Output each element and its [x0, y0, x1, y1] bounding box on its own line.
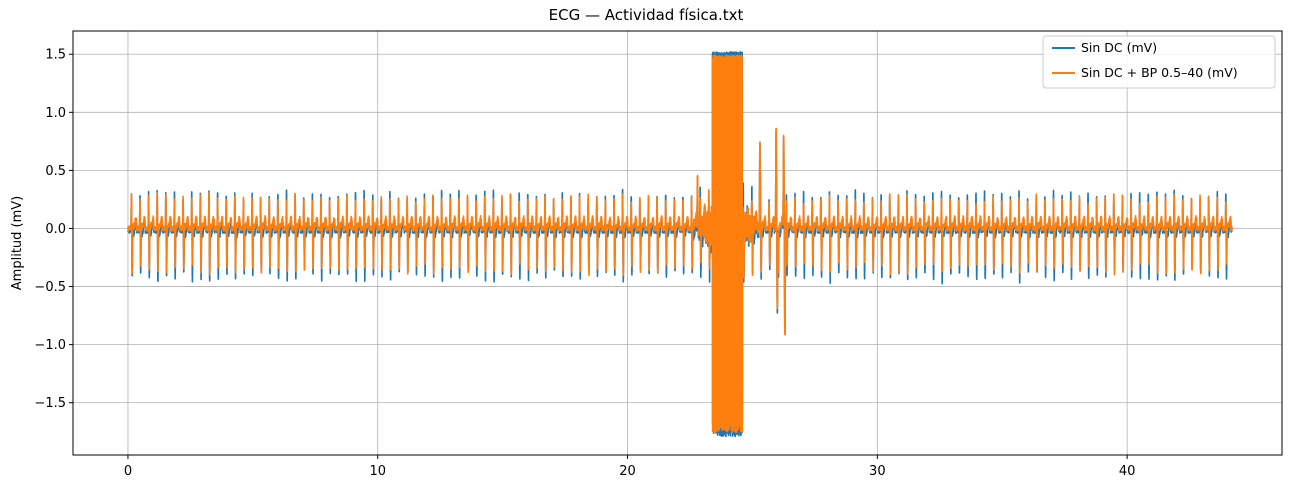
x-tick-label: 0 [124, 464, 132, 479]
x-tick-label: 20 [619, 464, 636, 479]
legend-label-sin-dc: Sin DC (mV) [1081, 40, 1157, 55]
y-tick-label: 0.0 [45, 222, 66, 237]
legend-label-bandpass: Sin DC + BP 0.5–40 (mV) [1081, 65, 1238, 80]
y-axis: −1.5 −1.0 −0.5 0.0 0.5 1.0 1.5 [34, 48, 73, 411]
y-tick-label: 1.5 [45, 48, 66, 63]
series-layer [127, 51, 1233, 438]
y-tick-label: 0.5 [45, 164, 66, 179]
plot-frame [72, 30, 1283, 456]
y-axis-label: Amplitud (mV) [10, 196, 25, 290]
y-tick-label: −1.0 [34, 338, 66, 353]
legend-box [1042, 35, 1276, 89]
series-line-bandpass [127, 54, 1233, 434]
x-tick-label: 40 [1119, 464, 1136, 479]
chart-title: ECG — Actividad física.txt [549, 6, 744, 24]
y-tick-label: 1.0 [45, 106, 66, 121]
y-tick-label: −0.5 [34, 280, 66, 295]
x-tick-label: 30 [869, 464, 886, 479]
legend: Sin DC (mV) Sin DC + BP 0.5–40 (mV) [1042, 35, 1276, 89]
x-axis: 0 10 20 30 40 [124, 455, 1136, 479]
y-tick-label: −1.5 [34, 396, 66, 411]
x-tick-label: 10 [369, 464, 386, 479]
